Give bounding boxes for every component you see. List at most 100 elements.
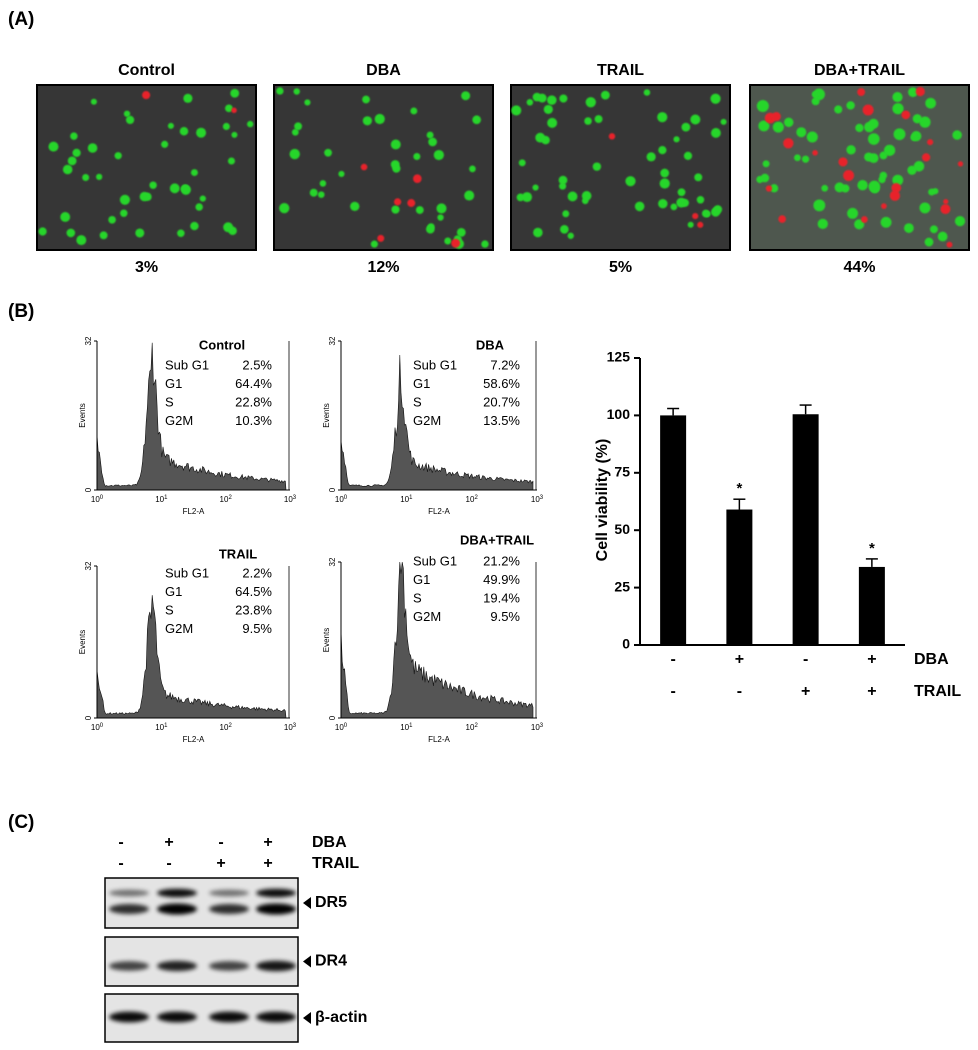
tick-base: 10: [335, 495, 344, 504]
y-tick-label: 125: [607, 349, 631, 365]
green-cell: [190, 221, 199, 231]
green-cell: [584, 117, 592, 125]
green-cell: [247, 120, 254, 128]
tick-exponent: 2: [228, 723, 232, 729]
tick-base: 10: [91, 723, 100, 732]
stat-value: 2.2%: [242, 565, 272, 580]
green-cell: [70, 132, 78, 140]
green-cell: [634, 201, 645, 212]
green-cell: [469, 165, 476, 173]
condition-sign: -: [166, 855, 171, 872]
green-cell: [195, 203, 203, 211]
green-cell: [60, 212, 71, 222]
histogram-title: TRAIL: [219, 546, 257, 561]
tick-exponent: 3: [540, 723, 544, 729]
band: [256, 888, 296, 898]
green-cell: [912, 114, 922, 124]
red-cell: [783, 138, 794, 149]
green-cell: [560, 225, 569, 234]
tick-exponent: 0: [344, 723, 348, 729]
red-cell: [838, 157, 848, 167]
green-cell: [680, 198, 689, 207]
condition-sign: +: [164, 834, 173, 851]
green-cell: [646, 152, 656, 162]
green-cell: [338, 170, 345, 178]
stat-phase: Sub G1: [165, 357, 209, 372]
green-cell: [796, 127, 807, 138]
condition-sign: +: [263, 834, 272, 851]
green-cell: [813, 88, 825, 101]
green-cell: [687, 221, 694, 228]
green-cell: [433, 149, 444, 161]
y-tick-label: 50: [614, 521, 630, 537]
green-cell: [72, 148, 81, 158]
tick-base: 10: [220, 723, 229, 732]
green-cell: [183, 93, 193, 103]
tick-base: 10: [466, 495, 475, 504]
tick-exponent: 1: [164, 723, 168, 729]
green-cell: [532, 184, 539, 191]
stat-phase: G2M: [413, 609, 441, 624]
green-cell: [756, 100, 769, 112]
green-cell: [391, 205, 400, 214]
band: [209, 961, 249, 971]
green-cell: [541, 135, 550, 145]
red-cell: [957, 161, 964, 167]
green-cell: [169, 183, 180, 194]
green-cell: [67, 156, 77, 166]
green-cell: [415, 206, 424, 214]
green-cell: [120, 209, 128, 217]
green-cell: [547, 117, 558, 128]
green-cell: [592, 162, 602, 171]
histogram: [96, 342, 287, 491]
green-cell: [558, 175, 568, 185]
red-cell: [843, 170, 855, 181]
tick-base: 10: [220, 495, 229, 504]
band: [209, 904, 249, 914]
tick-exponent: 1: [409, 495, 413, 501]
tick-exponent: 0: [100, 495, 104, 501]
green-cell: [913, 161, 925, 172]
panel-label: (A): [8, 9, 34, 30]
tick-base: 10: [284, 723, 293, 732]
green-cell: [658, 199, 668, 209]
tick-exponent: 2: [474, 495, 478, 501]
significance: *: [869, 540, 875, 557]
red-cell: [778, 215, 786, 223]
green-cell: [48, 141, 59, 152]
green-cell: [225, 104, 233, 113]
stat-phase: G2M: [165, 621, 193, 636]
green-cell: [461, 91, 471, 101]
band: [209, 1011, 249, 1023]
stat-phase: Sub G1: [413, 553, 457, 568]
y-tick-label: 0: [328, 715, 337, 720]
green-cell: [937, 231, 948, 242]
stat-phase: S: [165, 394, 174, 409]
condition-name: TRAIL: [914, 683, 961, 700]
green-cell: [426, 131, 434, 139]
green-cell: [924, 237, 934, 247]
green-cell: [481, 240, 489, 248]
image-title: DBA: [366, 62, 401, 79]
micrograph: [273, 84, 494, 251]
green-cell: [149, 181, 157, 189]
green-cell: [854, 219, 865, 230]
green-cell: [713, 205, 723, 214]
stat-phase: G1: [413, 376, 430, 391]
x-tick-label: 102: [466, 495, 479, 505]
green-cell: [167, 122, 174, 129]
condition-sign: +: [801, 683, 810, 700]
band: [109, 961, 149, 971]
green-cell: [760, 173, 770, 183]
y-tick-label: 32: [328, 557, 337, 566]
green-cell: [880, 216, 892, 228]
band: [157, 888, 197, 898]
stat-phase: G2M: [413, 413, 441, 428]
y-tick-label: 75: [614, 464, 630, 480]
green-cell: [925, 97, 936, 109]
red-cell: [927, 139, 934, 146]
band: [256, 903, 296, 915]
green-cell: [231, 131, 238, 138]
green-cell: [76, 235, 87, 246]
